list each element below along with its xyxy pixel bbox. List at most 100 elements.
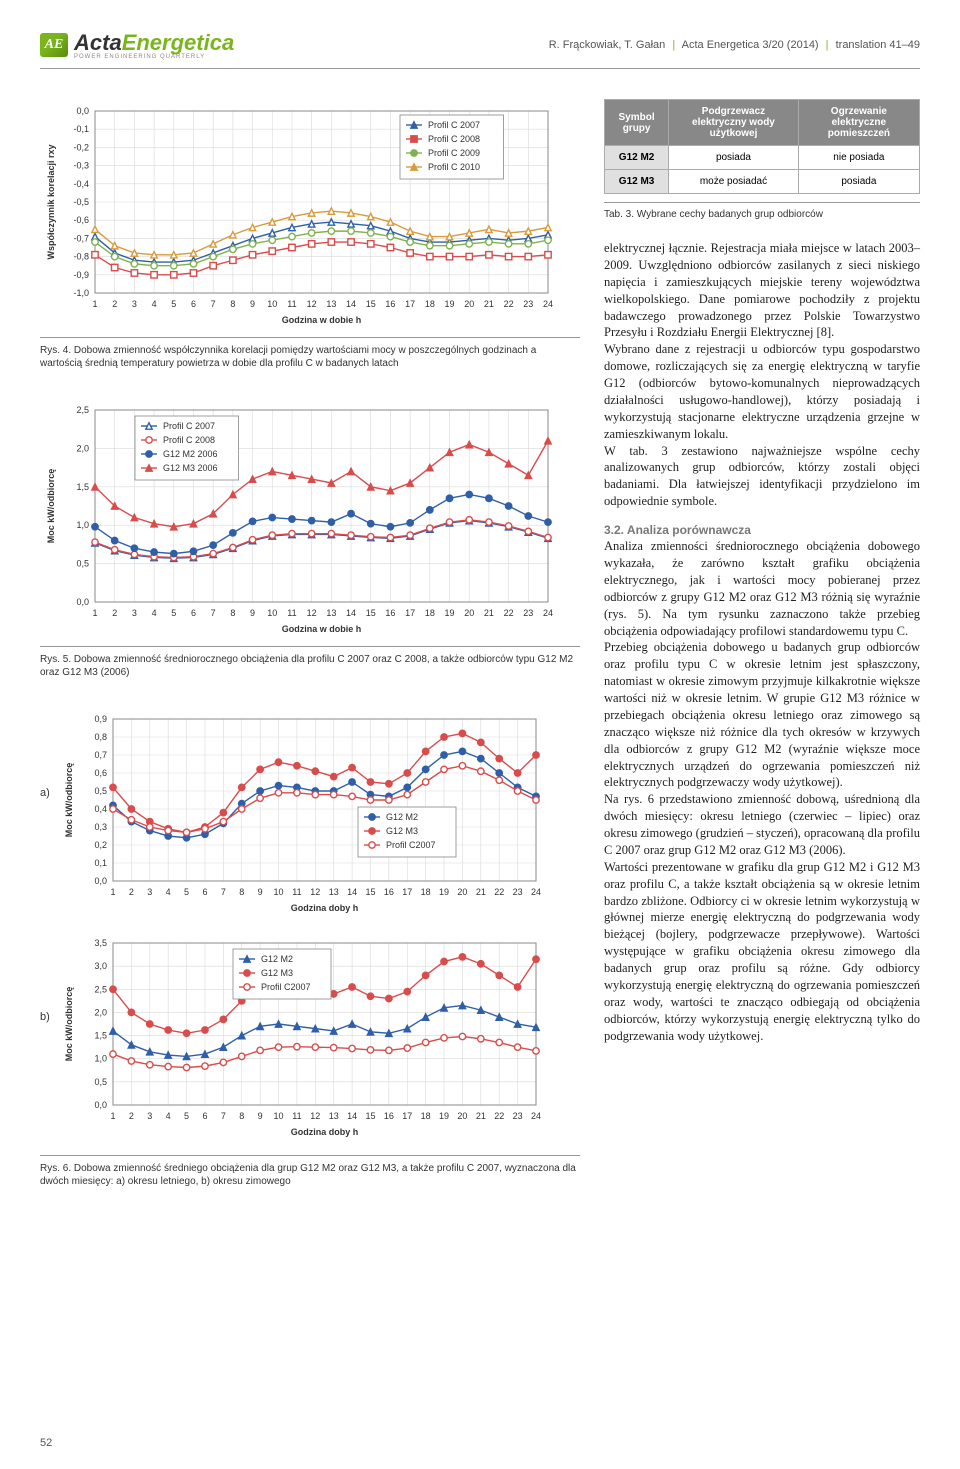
svg-text:7: 7: [221, 1111, 226, 1121]
logo-word-2: Energetica: [122, 30, 235, 55]
svg-text:-0,8: -0,8: [73, 252, 89, 262]
svg-text:Profil C 2008: Profil C 2008: [163, 435, 215, 445]
svg-text:6: 6: [191, 299, 196, 309]
svg-text:-0,5: -0,5: [73, 197, 89, 207]
svg-text:10: 10: [267, 608, 277, 618]
svg-text:18: 18: [425, 299, 435, 309]
svg-text:0,0: 0,0: [76, 106, 89, 116]
svg-text:6: 6: [202, 1111, 207, 1121]
svg-text:0,4: 0,4: [94, 804, 107, 814]
subfig-a-label: a): [40, 787, 50, 799]
svg-text:23: 23: [512, 1111, 522, 1121]
svg-text:0,8: 0,8: [94, 732, 107, 742]
svg-text:1,0: 1,0: [76, 520, 89, 530]
svg-text:7: 7: [221, 887, 226, 897]
svg-text:-0,3: -0,3: [73, 161, 89, 171]
svg-text:17: 17: [402, 1111, 412, 1121]
svg-text:-0,1: -0,1: [73, 124, 89, 134]
svg-text:9: 9: [257, 1111, 262, 1121]
table-caption: Tab. 3. Wybrane cechy badanych grup odbi…: [604, 202, 920, 220]
page-header: AE ActaEnergetica POWER ENGINEERING QUAR…: [40, 30, 920, 69]
svg-text:10: 10: [267, 299, 277, 309]
svg-text:0,9: 0,9: [94, 714, 107, 724]
svg-text:G12 M2 2006: G12 M2 2006: [163, 449, 218, 459]
svg-text:17: 17: [405, 608, 415, 618]
svg-text:3: 3: [132, 608, 137, 618]
svg-text:18: 18: [425, 608, 435, 618]
svg-text:Moc kW/odbiorcę: Moc kW/odbiorcę: [64, 987, 74, 1062]
svg-text:G12 M3: G12 M3: [261, 968, 293, 978]
svg-text:2,0: 2,0: [94, 1007, 107, 1017]
svg-text:9: 9: [250, 608, 255, 618]
svg-text:Profil C2007: Profil C2007: [261, 982, 311, 992]
svg-text:14: 14: [347, 887, 357, 897]
svg-text:11: 11: [287, 299, 296, 309]
svg-text:8: 8: [239, 1111, 244, 1121]
svg-text:0,0: 0,0: [76, 597, 89, 607]
svg-text:18: 18: [420, 1111, 430, 1121]
svg-text:24: 24: [531, 887, 541, 897]
svg-text:21: 21: [476, 1111, 486, 1121]
svg-text:Profil C 2008: Profil C 2008: [428, 134, 480, 144]
svg-text:17: 17: [405, 299, 415, 309]
svg-text:2: 2: [112, 608, 117, 618]
chart-3b: 0,00,51,01,52,02,53,03,51234567891011121…: [58, 931, 548, 1141]
svg-text:1,5: 1,5: [94, 1031, 107, 1041]
svg-text:0,2: 0,2: [94, 840, 107, 850]
svg-text:7: 7: [211, 608, 216, 618]
svg-text:6: 6: [191, 608, 196, 618]
paragraph: Wartości prezentowane w grafiku dla grup…: [604, 859, 920, 1045]
svg-text:0,5: 0,5: [94, 786, 107, 796]
svg-text:18: 18: [420, 887, 430, 897]
svg-text:2: 2: [112, 299, 117, 309]
table-row: G12 M3 może posiadać posiada: [605, 170, 920, 194]
header-journal: Acta Energetica 3/20 (2014): [682, 39, 819, 51]
svg-text:11: 11: [292, 1111, 301, 1121]
svg-text:3,0: 3,0: [94, 961, 107, 971]
svg-text:19: 19: [445, 299, 455, 309]
svg-text:8: 8: [230, 299, 235, 309]
svg-text:10: 10: [273, 1111, 283, 1121]
svg-text:9: 9: [250, 299, 255, 309]
page-number: 52: [40, 1437, 52, 1449]
paragraph: Na rys. 6 przedstawiono zmienność dobową…: [604, 791, 920, 859]
svg-text:22: 22: [494, 1111, 504, 1121]
header-authors: R. Frąckowiak, T. Gałan: [549, 39, 666, 51]
body-text: elektrycznej łącznie. Rejestracja miała …: [604, 240, 920, 1044]
svg-text:4: 4: [152, 299, 157, 309]
svg-text:Moc kW/odbiorcę: Moc kW/odbiorcę: [64, 763, 74, 838]
paragraph: Wybrano dane z rejestracji u odbiorców t…: [604, 341, 920, 442]
chart-1: -1,0-0,9-0,8-0,7-0,6-0,5-0,4-0,3-0,2-0,1…: [40, 99, 580, 329]
svg-text:21: 21: [476, 887, 486, 897]
svg-text:-0,7: -0,7: [73, 233, 89, 243]
svg-text:14: 14: [346, 608, 356, 618]
logo-word-1: Acta: [74, 30, 122, 55]
svg-text:19: 19: [439, 887, 449, 897]
svg-text:3: 3: [147, 1111, 152, 1121]
svg-text:3: 3: [132, 299, 137, 309]
chart-3-caption: Rys. 6. Dobowa zmienność średniego obcią…: [40, 1155, 580, 1188]
svg-text:7: 7: [211, 299, 216, 309]
svg-text:G12 M3: G12 M3: [386, 826, 418, 836]
svg-text:2,0: 2,0: [76, 443, 89, 453]
svg-text:15: 15: [365, 887, 375, 897]
table-row: G12 M2 posiada nie posiada: [605, 146, 920, 170]
svg-text:G12 M2: G12 M2: [386, 812, 418, 822]
svg-text:15: 15: [366, 608, 376, 618]
svg-text:0,5: 0,5: [94, 1077, 107, 1087]
svg-text:14: 14: [346, 299, 356, 309]
svg-text:11: 11: [292, 887, 301, 897]
paragraph: elektrycznej łącznie. Rejestracja miała …: [604, 240, 920, 341]
svg-text:20: 20: [464, 608, 474, 618]
svg-text:21: 21: [484, 299, 494, 309]
svg-text:Profil C 2007: Profil C 2007: [163, 421, 215, 431]
svg-text:23: 23: [523, 299, 533, 309]
svg-text:-0,6: -0,6: [73, 215, 89, 225]
svg-text:1: 1: [92, 299, 97, 309]
svg-text:2: 2: [129, 1111, 134, 1121]
svg-text:15: 15: [366, 299, 376, 309]
svg-text:0,1: 0,1: [94, 858, 107, 868]
svg-text:9: 9: [257, 887, 262, 897]
paragraph: W tab. 3 zestawiono najważniejsze wspóln…: [604, 443, 920, 511]
svg-text:14: 14: [347, 1111, 357, 1121]
